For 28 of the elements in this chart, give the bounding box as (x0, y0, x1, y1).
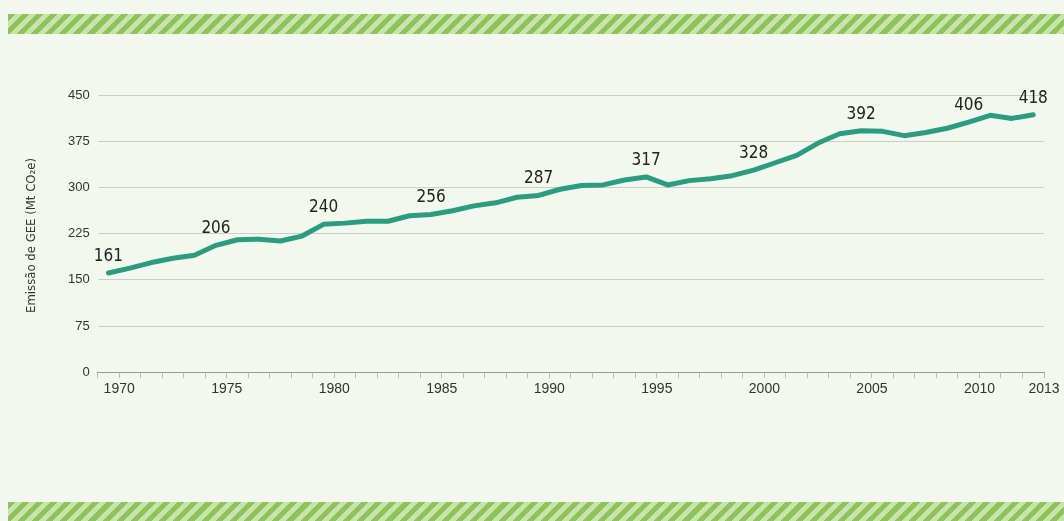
data-label: 256 (416, 186, 446, 207)
data-label: 317 (631, 148, 661, 169)
y-tick-label: 150 (67, 271, 90, 287)
y-tick-label: 375 (67, 132, 90, 148)
x-tick-label: 2010 (963, 380, 996, 397)
y-tick-label: 75 (75, 317, 90, 333)
x-tick-label: 2005 (856, 380, 888, 397)
x-tick-label: 1970 (103, 380, 135, 397)
x-tick-label: 1980 (318, 380, 351, 397)
x-tick-label: 1990 (533, 380, 566, 397)
data-label: 418 (1018, 86, 1048, 107)
data-label: 161 (93, 244, 124, 265)
x-tick-label: 2013 (1028, 380, 1060, 397)
data-label: 328 (739, 142, 769, 163)
y-tick-label: 300 (67, 178, 90, 194)
data-label: 206 (201, 217, 231, 238)
x-tick-label: 1995 (641, 380, 673, 397)
x-tick-label: 1975 (211, 380, 243, 397)
y-tick-label: 450 (67, 86, 90, 102)
data-label: 287 (523, 167, 554, 188)
data-label: 392 (846, 102, 876, 123)
x-tick-label: 2000 (748, 380, 781, 397)
y-axis-title: Emissão de GEE (Mt CO₂e) (22, 157, 38, 313)
y-tick-label: 225 (67, 225, 90, 241)
y-tick-label: 0 (82, 363, 90, 379)
x-tick-label: 1985 (426, 380, 458, 397)
data-label: 406 (954, 94, 984, 115)
data-label: 240 (308, 196, 339, 217)
